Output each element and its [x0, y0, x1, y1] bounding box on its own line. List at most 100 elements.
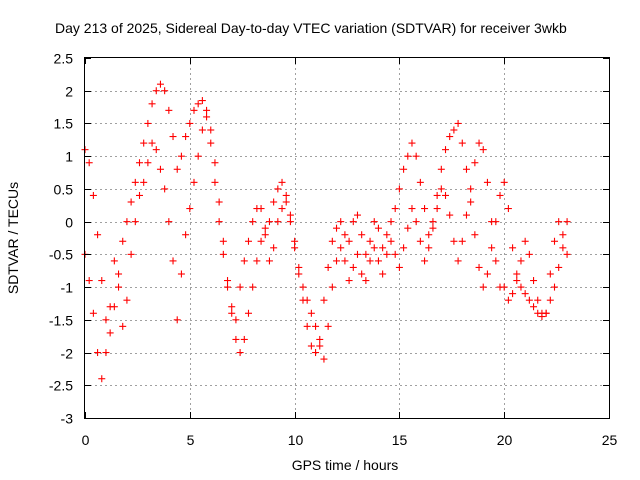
data-point: [110, 257, 118, 265]
data-point: [295, 270, 303, 278]
data-point: [257, 205, 265, 213]
y-tick-label: -2: [61, 346, 74, 362]
data-point: [182, 133, 190, 141]
data-point: [458, 237, 466, 245]
data-point: [261, 224, 269, 232]
data-point: [274, 218, 282, 226]
data-point: [500, 178, 508, 186]
data-point: [395, 185, 403, 193]
data-point: [454, 119, 462, 127]
data-point: [421, 205, 429, 213]
data-point: [433, 191, 441, 199]
data-point: [416, 178, 424, 186]
data-point: [161, 185, 169, 193]
data-point: [219, 250, 227, 258]
data-point: [135, 159, 143, 167]
data-point: [408, 205, 416, 213]
data-point: [442, 146, 450, 154]
data-point: [169, 257, 177, 265]
data-point: [219, 237, 227, 245]
y-tick-label: 2.5: [54, 51, 74, 67]
data-point: [437, 165, 445, 173]
data-point: [551, 237, 559, 245]
data-point: [370, 244, 378, 252]
data-point: [270, 244, 278, 252]
data-point: [131, 178, 139, 186]
y-tick-label: -1: [61, 280, 74, 296]
data-point: [479, 146, 487, 154]
y-tick-label: 0: [65, 215, 73, 231]
data-point: [383, 231, 391, 239]
data-point: [521, 290, 529, 298]
data-point: [215, 218, 223, 226]
data-point: [504, 296, 512, 304]
data-point: [115, 283, 123, 291]
data-point: [328, 237, 336, 245]
data-point: [198, 97, 206, 105]
y-tick-label: -1.5: [49, 313, 73, 329]
data-point: [551, 283, 559, 291]
data-point: [341, 257, 349, 265]
data-point: [182, 231, 190, 239]
data-point: [286, 211, 294, 219]
data-point: [563, 218, 571, 226]
data-point: [228, 303, 236, 311]
data-point: [362, 250, 370, 258]
data-point: [148, 139, 156, 147]
data-point: [198, 126, 206, 134]
data-point: [467, 185, 475, 193]
data-point: [555, 218, 563, 226]
data-point: [454, 257, 462, 265]
data-point: [425, 244, 433, 252]
x-tick-label: 20: [497, 432, 513, 448]
plot-frame: [84, 57, 610, 419]
data-point: [559, 244, 567, 252]
data-point: [307, 342, 315, 350]
data-point: [203, 113, 211, 121]
data-point: [236, 349, 244, 357]
points-layer: [81, 80, 571, 383]
data-point: [462, 211, 470, 219]
y-tick-label: 2: [65, 84, 73, 100]
y-tick-label: 1.5: [54, 116, 74, 132]
data-point: [517, 283, 525, 291]
data-point: [232, 316, 240, 324]
data-point: [391, 250, 399, 258]
data-point: [370, 218, 378, 226]
data-point: [324, 322, 332, 330]
data-point: [152, 146, 160, 154]
data-point: [261, 231, 269, 239]
data-point: [462, 165, 470, 173]
data-point: [450, 237, 458, 245]
data-point: [244, 309, 252, 317]
data-point: [312, 322, 320, 330]
data-point: [563, 250, 571, 258]
data-point: [295, 263, 303, 271]
data-point: [509, 244, 517, 252]
data-point: [257, 237, 265, 245]
data-point: [291, 237, 299, 245]
data-point: [333, 257, 341, 265]
ticks-layer: -3 -2.5 -2 -1.5 -1 -0.5 0 0.5 1 1.5 2 2.5 0 5 10 15 20 25: [49, 51, 618, 449]
data-point: [504, 205, 512, 213]
data-point: [303, 296, 311, 304]
data-point: [429, 224, 437, 232]
data-point: [446, 133, 454, 141]
y-tick-label: -2.5: [49, 378, 73, 394]
data-point: [341, 231, 349, 239]
data-point: [450, 126, 458, 134]
data-point: [186, 205, 194, 213]
data-point: [404, 152, 412, 160]
data-point: [479, 283, 487, 291]
data-point: [98, 375, 106, 383]
data-point: [215, 198, 223, 206]
data-point: [94, 231, 102, 239]
data-point: [270, 198, 278, 206]
data-point: [316, 342, 324, 350]
data-point: [433, 205, 441, 213]
data-point: [144, 159, 152, 167]
data-point: [194, 152, 202, 160]
y-tick-label: -0.5: [49, 247, 73, 263]
data-point: [274, 185, 282, 193]
data-point: [249, 218, 257, 226]
